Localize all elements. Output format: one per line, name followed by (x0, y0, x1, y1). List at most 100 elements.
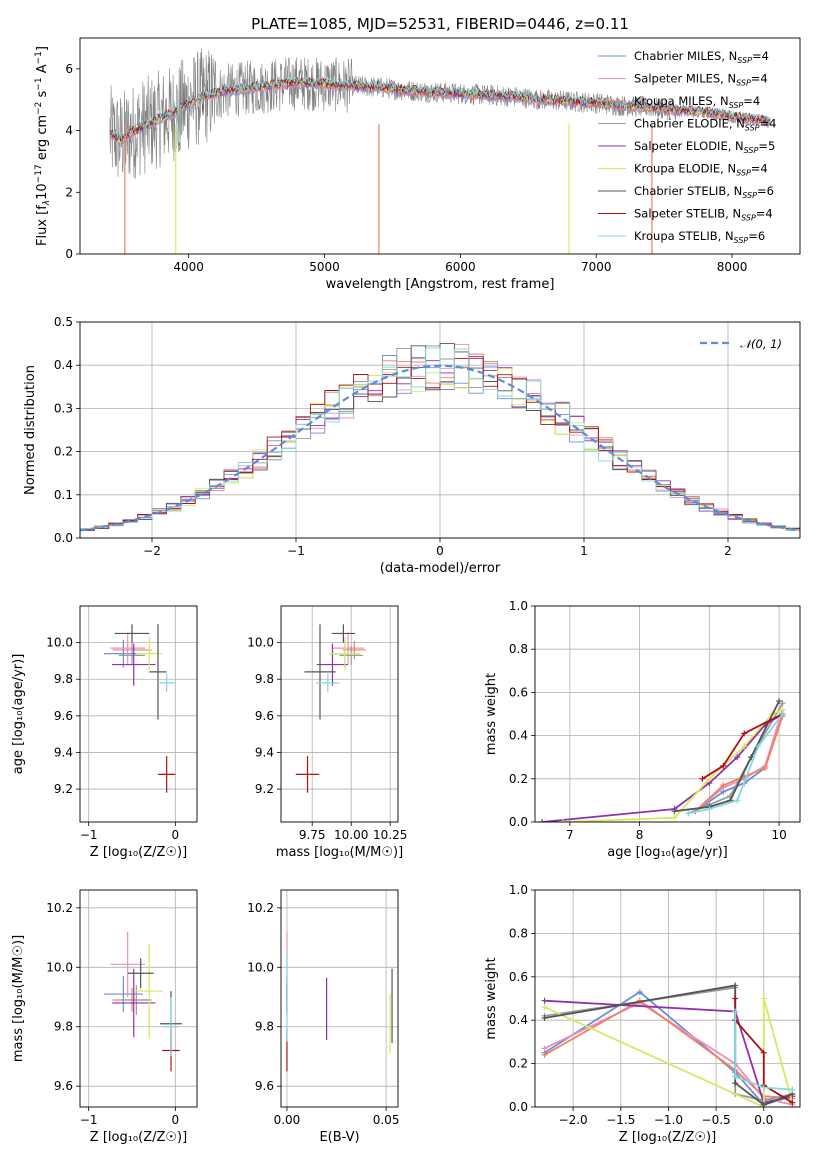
legend-model-name: Salpeter STELIB, (634, 207, 732, 221)
x-tick-label: −0.5 (702, 1113, 731, 1127)
y-axis-label-part: −17 (34, 164, 44, 183)
y-axis-label: Flux [fλ10−17 erg cm−2 s−1 A−1] (34, 46, 52, 246)
y-axis-label: mass weight (484, 957, 499, 1039)
x-tick-label: 0.05 (373, 1113, 400, 1127)
legend-nssp-sub: SSP (745, 124, 760, 133)
legend-entry-kroupa-elodie: Kroupa ELODIE, NSSP=4 (634, 162, 768, 178)
x-tick-label: −1 (80, 1113, 98, 1127)
y-axis-label-part: ] (35, 46, 50, 51)
x-tick-label: 7 (566, 828, 574, 842)
figure-title: PLATE=1085, MJD=52531, FIBERID=0446, z=0… (251, 15, 629, 33)
legend-nssp-value: =4 (760, 117, 777, 131)
legend-entry-salpeter-stelib: Salpeter STELIB, NSSP=4 (634, 207, 773, 223)
x-tick-label: 8000 (717, 260, 748, 274)
legend-entry-kroupa-stelib: Kroupa STELIB, NSSP=6 (634, 229, 765, 245)
model-kroupa-stelib-line (109, 76, 771, 148)
legend-nssp-prefix: N (734, 184, 743, 198)
legend-entry-salpeter-elodie: Salpeter ELODIE, NSSP=5 (634, 139, 775, 155)
x-tick-label: 2 (724, 544, 732, 558)
y-tick-label: 0.0 (509, 1100, 528, 1114)
y-tick-label: 9.4 (54, 745, 73, 759)
y-tick-label: 9.8 (54, 672, 73, 686)
legend-model-name: Chabrier ELODIE, (634, 117, 736, 131)
plot-area (103, 624, 176, 793)
legend-nssp-prefix: N (736, 117, 745, 131)
y-axis-label-part: erg cm (35, 115, 50, 164)
y-axis-label-part: A (35, 64, 50, 77)
legend-nssp-sub: SSP (736, 79, 751, 88)
y-tick-label: 10.0 (46, 960, 73, 974)
x-tick-label: 0 (172, 828, 180, 842)
plot-area (80, 343, 800, 538)
legend-nssp-sub: SSP (741, 214, 756, 223)
legend-nssp-prefix: N (727, 72, 736, 86)
x-tick-label: 8 (636, 828, 644, 842)
y-tick-label: 0.5 (54, 315, 73, 329)
legend-nssp-value: =4 (756, 207, 773, 221)
x-tick-label: 10 (771, 828, 786, 842)
y-axis-label-part: 10 (35, 183, 50, 200)
mass-vs-ebv-panel: 0.00 0.05 9.6 9.8 10.0 10.2 E(B-V) (247, 889, 400, 1145)
y-tick-label: 0.6 (509, 970, 528, 984)
legend-model-name: Salpeter ELODIE, (634, 139, 735, 153)
y-axis-label: Normed distribution (23, 365, 38, 495)
legend-model-name: Salpeter MILES, (634, 72, 727, 86)
y-tick-label: 0.4 (509, 1013, 528, 1027)
plot-area (103, 931, 182, 1072)
y-tick-label: 0 (65, 247, 73, 261)
y-tick-label: 0.2 (54, 445, 73, 459)
legend-model-name: Chabrier MILES, (634, 49, 729, 63)
y-tick-label: 9.2 (255, 782, 274, 796)
plot-area (541, 982, 796, 1107)
legend-entry-chabrier-miles: Chabrier MILES, NSSP=4 (634, 49, 769, 65)
x-tick-label: 0 (172, 1113, 180, 1127)
y-axis-label: age [log₁₀(age/yr)] (11, 654, 26, 775)
x-tick-label: 7000 (581, 260, 612, 274)
legend-nssp-prefix: N (720, 94, 729, 108)
y-tick-label: 2 (65, 185, 73, 199)
series-salpeter-stelib (701, 713, 784, 780)
x-tick-label: 9 (706, 828, 714, 842)
plot-frame (534, 605, 801, 823)
y-tick-label: 0.8 (509, 642, 528, 656)
y-tick-label: 0.2 (509, 772, 528, 786)
legend-nssp-sub: SSP (744, 146, 759, 155)
plot-frame (79, 605, 198, 823)
residual-histogram-panel: −2 −1 0 1 2 0.0 0.1 0.2 0.3 0.4 0.5 (data-model)/er… (23, 315, 801, 576)
x-axis-label: (data-model)/error (380, 561, 501, 576)
legend-nssp-prefix: N (735, 139, 744, 153)
age-vs-metallicity-panel: −1 0 9.2 9.4 9.6 9.8 10.0 Z [log₁₀(Z/Z☉)] age [l… (11, 605, 198, 860)
normal-distribution-curve (80, 364, 800, 532)
x-axis-label: mass [log₁₀(M/M☉)] (276, 845, 403, 860)
y-axis-label-part: −1 (34, 51, 44, 64)
x-axis-label: age [log₁₀(age/yr)] (607, 845, 728, 860)
x-tick-label: 10.00 (334, 828, 368, 842)
y-axis-label-part: λ (42, 200, 52, 206)
y-axis-label-part: −1 (34, 77, 44, 90)
legend-entry-normal: 𝒩(0, 1) (740, 337, 782, 351)
x-tick-label: 9.75 (299, 828, 326, 842)
mass-weight-vs-age-panel: 7 8 9 10 0.0 0.2 0.4 0.6 0.8 1.0 age [log₁₀(age/yr… (484, 599, 801, 860)
model-salpeter-stelib-line (109, 76, 771, 148)
y-tick-label: 9.8 (255, 1020, 274, 1034)
legend-nssp-value: =4 (743, 94, 760, 108)
y-tick-label: 9.2 (54, 782, 73, 796)
y-tick-label: 0.0 (54, 531, 73, 545)
y-tick-label: 9.8 (255, 672, 274, 686)
legend-nssp-value: =6 (757, 184, 774, 198)
y-tick-label: 10.0 (247, 636, 274, 650)
x-tick-label: −2 (143, 544, 161, 558)
y-tick-label: 0.6 (509, 685, 528, 699)
x-axis-label: Z [log₁₀(Z/Z☉)] (90, 845, 187, 860)
y-tick-label: 9.6 (255, 1079, 274, 1093)
plot-frame (280, 889, 399, 1108)
legend-nssp-value: =5 (758, 139, 775, 153)
legend-nssp-sub: SSP (729, 101, 744, 110)
x-axis-label: Z [log₁₀(Z/Z☉)] (619, 1130, 716, 1145)
x-axis-label: wavelength [Angstrom, rest frame] (326, 277, 555, 292)
y-tick-label: 9.6 (255, 709, 274, 723)
x-tick-label: 5000 (309, 260, 340, 274)
legend-entry-kroupa-miles: Kroupa MILES, NSSP=4 (634, 94, 760, 110)
y-axis-label-part: −2 (34, 102, 44, 115)
